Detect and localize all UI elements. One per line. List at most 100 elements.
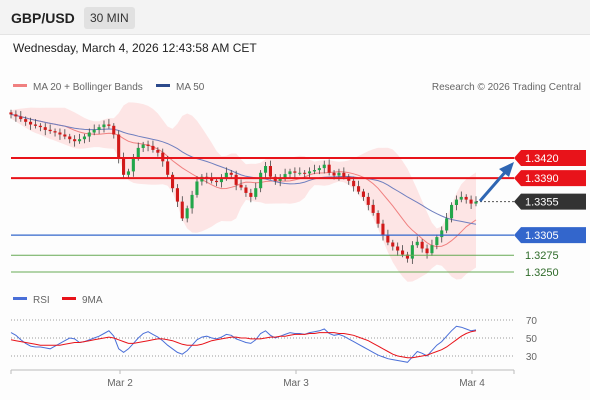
candle-body: [357, 186, 361, 192]
candle-body: [166, 161, 170, 175]
candle: [14, 110, 18, 122]
candle-body: [327, 164, 331, 173]
candle-body: [410, 245, 414, 259]
candle: [24, 116, 28, 126]
candle-body: [435, 237, 439, 246]
candle: [53, 128, 57, 137]
resistance-1-label-box: [514, 170, 586, 187]
candle: [33, 119, 37, 129]
candle: [9, 109, 13, 119]
support-1-label: 1.3275: [525, 250, 559, 262]
candle-body: [156, 150, 160, 153]
candle: [445, 212, 449, 234]
candle: [87, 128, 91, 142]
candle-body: [303, 172, 307, 174]
rsi-tick-30: 30: [526, 352, 538, 363]
candle-body: [195, 181, 199, 195]
candle: [92, 124, 96, 136]
candle-body: [38, 125, 42, 128]
candle-body: [293, 171, 297, 173]
candle-body: [210, 178, 214, 181]
candle-body: [317, 168, 321, 171]
candle-body: [87, 132, 91, 137]
candle-body: [337, 172, 341, 176]
price-levels: 1.3420 1.3390 1.3355 1.3305 1.3275 1.3250: [11, 150, 586, 279]
candle: [308, 167, 312, 179]
candle-body: [352, 180, 356, 187]
candle-body: [219, 178, 223, 183]
candle: [58, 128, 62, 140]
candle: [312, 164, 316, 175]
candle-body: [366, 196, 370, 205]
candle-body: [361, 191, 365, 197]
candle-body: [469, 199, 473, 204]
candle-body: [68, 136, 72, 140]
candle: [278, 174, 282, 187]
candle-body: [131, 158, 135, 172]
ma50-line: [10, 113, 477, 225]
candle: [376, 210, 380, 228]
candle-body: [53, 131, 57, 133]
candle-body: [63, 134, 67, 137]
candle: [450, 202, 454, 223]
candle: [435, 234, 439, 250]
candle: [107, 119, 111, 129]
resistance-2-label: 1.3420: [525, 153, 559, 165]
x-label-mar2: Mar 2: [107, 378, 133, 389]
candle-body: [78, 139, 82, 142]
candle-body: [122, 158, 126, 175]
candle-body: [454, 199, 458, 205]
candle-body: [391, 242, 395, 247]
chart-datetime: Wednesday, March 4, 2026 12:43:58 AM CET: [13, 41, 257, 55]
candle: [171, 172, 175, 193]
candle: [268, 160, 272, 180]
candle-body: [381, 223, 385, 236]
candle-body: [190, 194, 194, 209]
candle-body: [171, 174, 175, 189]
rsi-tick-70: 70: [526, 316, 538, 327]
candle: [425, 244, 429, 259]
candle-body: [283, 174, 287, 179]
candle: [361, 188, 365, 201]
candle: [415, 236, 419, 248]
candle-body: [298, 172, 302, 174]
candle: [166, 155, 170, 178]
candle-body: [9, 112, 13, 115]
candle-body: [312, 170, 316, 172]
candle: [38, 123, 42, 132]
candle: [48, 124, 52, 134]
candle-body: [146, 144, 150, 146]
candle-body: [259, 172, 263, 189]
support-2-label: 1.3250: [525, 267, 559, 279]
candle: [288, 168, 292, 179]
candle-body: [440, 230, 444, 238]
last-price-label-box: [514, 193, 586, 210]
candle-body: [102, 124, 106, 128]
symbol-title: GBP/USD: [11, 10, 75, 26]
candle: [156, 147, 160, 157]
pivot-label-box: [514, 227, 586, 244]
candle: [303, 170, 307, 178]
bollinger-legend-swatch: [13, 84, 27, 87]
rsi-ma9-line: [10, 330, 477, 359]
pivot-label: 1.3305: [525, 230, 559, 242]
candle: [151, 140, 155, 153]
candle-body: [254, 188, 258, 197]
candle: [234, 170, 238, 191]
candle-body: [82, 136, 86, 140]
candle: [102, 120, 106, 133]
candle: [180, 196, 184, 222]
timeframe-button[interactable]: 30 MIN: [84, 7, 135, 29]
candle: [396, 242, 400, 256]
candle-body: [430, 245, 434, 254]
candle: [239, 179, 243, 191]
candle: [322, 160, 326, 174]
rsi-lines: [10, 325, 477, 363]
candle-body: [229, 172, 233, 175]
candle: [200, 174, 204, 186]
bollinger-bands: [11, 102, 476, 282]
candle: [141, 141, 145, 152]
candle: [254, 182, 258, 200]
candles: [9, 109, 478, 264]
candle-body: [19, 116, 23, 120]
